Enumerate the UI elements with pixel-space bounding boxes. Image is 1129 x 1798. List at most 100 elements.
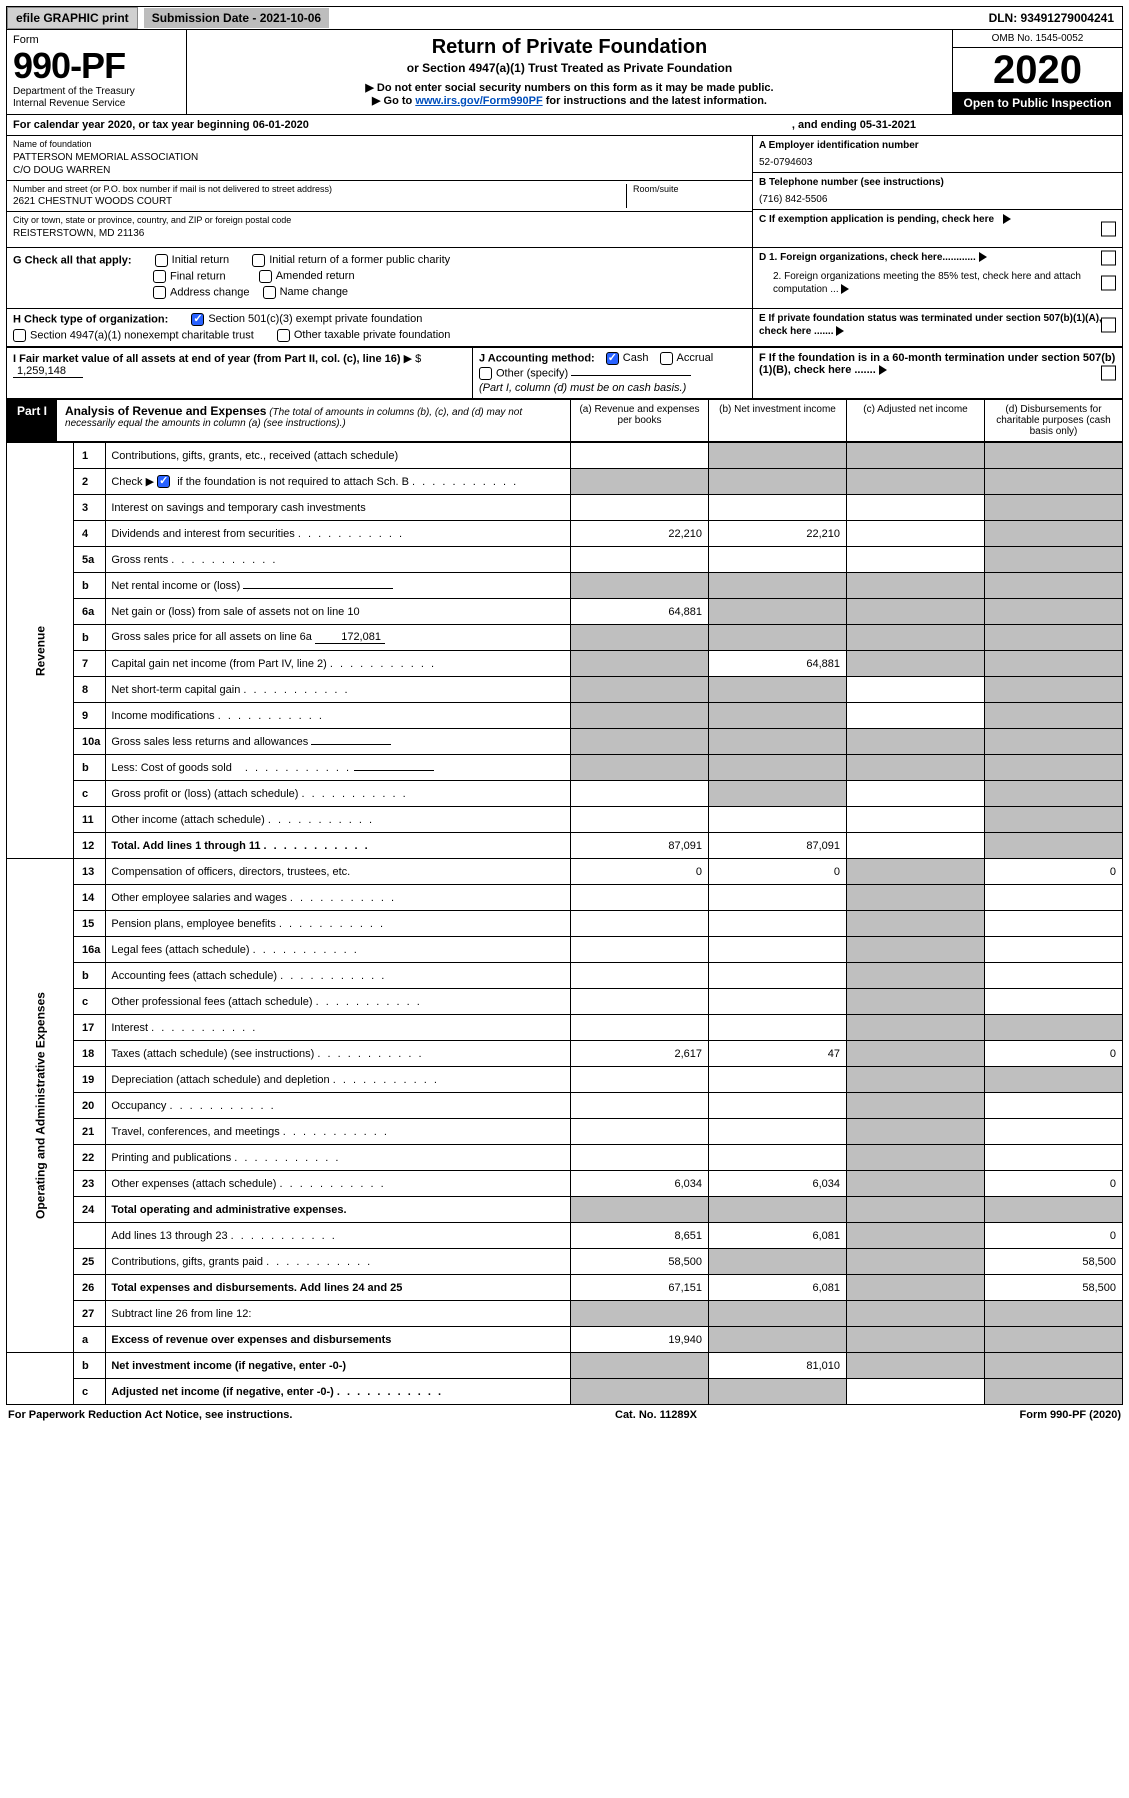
expenses-side-label: Operating and Administrative Expenses xyxy=(7,859,74,1353)
g-name-checkbox[interactable] xyxy=(263,286,276,299)
d1-label: D 1. Foreign organizations, check here..… xyxy=(759,252,976,263)
i-arrow: ▶ $ xyxy=(404,353,422,365)
name-label: Name of foundation xyxy=(13,139,746,151)
e-checkbox[interactable] xyxy=(1101,318,1116,333)
r26-desc: Total expenses and disbursements. Add li… xyxy=(106,1275,571,1301)
r6a-a: 64,881 xyxy=(571,599,709,625)
r10a-desc: Gross sales less returns and allowances xyxy=(111,736,308,748)
g-address-checkbox[interactable] xyxy=(153,286,166,299)
r6b-val: 172,081 xyxy=(315,631,385,644)
r10b-desc: Less: Cost of goods sold xyxy=(111,762,231,774)
part1-header: Part I Analysis of Revenue and Expenses … xyxy=(6,399,1123,442)
d1-row: D 1. Foreign organizations, check here..… xyxy=(753,248,1122,267)
g-o6: Name change xyxy=(280,286,349,298)
r21-desc: Travel, conferences, and meetings xyxy=(111,1126,279,1138)
j-other: Other (specify) xyxy=(496,367,568,379)
r16c-desc: Other professional fees (attach schedule… xyxy=(111,996,312,1008)
g-o5: Address change xyxy=(170,286,250,298)
h-4947-checkbox[interactable] xyxy=(13,329,26,342)
r11-desc: Other income (attach schedule) xyxy=(111,814,264,826)
d2-row: 2. Foreign organizations meeting the 85%… xyxy=(753,267,1122,299)
j-section: J Accounting method: Cash Accrual Other … xyxy=(472,348,752,398)
header-left: Form 990-PF Department of the Treasury I… xyxy=(7,30,187,114)
i-label: I Fair market value of all assets at end… xyxy=(13,353,401,365)
r24-desc: Total operating and administrative expen… xyxy=(106,1197,571,1223)
form-link[interactable]: www.irs.gov/Form990PF xyxy=(415,95,542,107)
r24b-desc: Add lines 13 through 23 xyxy=(111,1230,227,1242)
h-501c3-checkbox[interactable] xyxy=(191,313,204,326)
footer-catno: Cat. No. 11289X xyxy=(615,1409,697,1421)
phone-cell: B Telephone number (see instructions) (7… xyxy=(753,172,1122,209)
phone-label: B Telephone number (see instructions) xyxy=(759,176,1116,189)
r13-a: 0 xyxy=(571,859,709,885)
instr2-pre: ▶ Go to xyxy=(372,95,415,107)
r15-desc: Pension plans, employee benefits xyxy=(111,918,276,930)
r27a-desc: Excess of revenue over expenses and disb… xyxy=(106,1327,571,1353)
g-final-checkbox[interactable] xyxy=(153,270,166,283)
foundation-name: PATTERSON MEMORIAL ASSOCIATION xyxy=(13,151,746,164)
c-label: C If exemption application is pending, c… xyxy=(759,214,994,225)
r18-d: 0 xyxy=(985,1041,1123,1067)
r5b-desc: Net rental income or (loss) xyxy=(111,580,240,592)
identity-block: Name of foundation PATTERSON MEMORIAL AS… xyxy=(6,136,1123,248)
ijf-block: I Fair market value of all assets at end… xyxy=(6,347,1123,399)
r19-desc: Depreciation (attach schedule) and deple… xyxy=(111,1074,329,1086)
ein-cell: A Employer identification number 52-0794… xyxy=(753,136,1122,172)
h-o1: Section 501(c)(3) exempt private foundat… xyxy=(208,313,422,325)
revenue-side-label: Revenue xyxy=(7,443,74,859)
g-initial-former-checkbox[interactable] xyxy=(252,254,265,267)
g-d-block: G Check all that apply: Initial return I… xyxy=(6,248,1123,309)
r4-desc: Dividends and interest from securities xyxy=(111,528,294,540)
r16a-desc: Legal fees (attach schedule) xyxy=(111,944,249,956)
d1-checkbox[interactable] xyxy=(1101,250,1116,265)
col-d-head: (d) Disbursements for charitable purpose… xyxy=(984,400,1122,441)
addr-label: Number and street (or P.O. box number if… xyxy=(13,184,626,196)
j-accrual-checkbox[interactable] xyxy=(660,352,673,365)
j-cash-checkbox[interactable] xyxy=(606,352,619,365)
open-inspection: Open to Public Inspection xyxy=(953,92,1122,114)
r27a-a: 19,940 xyxy=(571,1327,709,1353)
g-label: G Check all that apply: xyxy=(13,254,132,266)
col-a-head: (a) Revenue and expenses per books xyxy=(570,400,708,441)
r5a-desc: Gross rents xyxy=(111,554,168,566)
r6b-desc: Gross sales price for all assets on line… xyxy=(111,631,312,643)
d2-checkbox[interactable] xyxy=(1101,276,1116,291)
schb-checkbox[interactable] xyxy=(157,475,170,488)
r3-desc: Interest on savings and temporary cash i… xyxy=(106,495,571,521)
header-right: OMB No. 1545-0052 2020 Open to Public In… xyxy=(952,30,1122,114)
r25-a: 58,500 xyxy=(571,1249,709,1275)
g-initial-checkbox[interactable] xyxy=(155,254,168,267)
room-label: Room/suite xyxy=(633,184,746,196)
page: efile GRAPHIC print Submission Date - 20… xyxy=(0,0,1129,1431)
r7-desc: Capital gain net income (from Part IV, l… xyxy=(111,658,326,670)
r1-desc: Contributions, gifts, grants, etc., rece… xyxy=(106,443,571,469)
r23-d: 0 xyxy=(985,1171,1123,1197)
j-other-checkbox[interactable] xyxy=(479,367,492,380)
d2-label: 2. Foreign organizations meeting the 85%… xyxy=(773,271,1081,295)
calyear-end: , and ending 05-31-2021 xyxy=(792,119,916,131)
r18-b: 47 xyxy=(709,1041,847,1067)
arrow-icon xyxy=(841,284,849,294)
r9-desc: Income modifications xyxy=(111,710,214,722)
g-o3: Final return xyxy=(170,270,226,282)
j-note: (Part I, column (d) must be on cash basi… xyxy=(479,382,746,394)
g-amended-checkbox[interactable] xyxy=(259,270,272,283)
r24-a: 8,651 xyxy=(571,1223,709,1249)
e-row: E If private foundation status was termi… xyxy=(753,309,1122,341)
r4-b: 22,210 xyxy=(709,521,847,547)
arrow-icon xyxy=(836,326,844,336)
r22-desc: Printing and publications xyxy=(111,1152,231,1164)
instr-2: ▶ Go to www.irs.gov/Form990PF for instru… xyxy=(197,94,942,107)
footer-left: For Paperwork Reduction Act Notice, see … xyxy=(8,1409,292,1421)
r24-d: 0 xyxy=(985,1223,1123,1249)
r27b-b: 81,010 xyxy=(709,1353,847,1379)
r27-desc: Subtract line 26 from line 12: xyxy=(106,1301,571,1327)
instr2-post: for instructions and the latest informat… xyxy=(546,95,767,107)
efile-btn[interactable]: efile GRAPHIC print xyxy=(7,7,138,29)
calendar-year-row: For calendar year 2020, or tax year begi… xyxy=(6,115,1123,136)
dept-treasury: Department of the Treasury xyxy=(13,86,180,98)
c-checkbox[interactable] xyxy=(1101,221,1116,236)
h-other-checkbox[interactable] xyxy=(277,329,290,342)
f-checkbox[interactable] xyxy=(1101,366,1116,381)
topbar: efile GRAPHIC print Submission Date - 20… xyxy=(6,6,1123,30)
